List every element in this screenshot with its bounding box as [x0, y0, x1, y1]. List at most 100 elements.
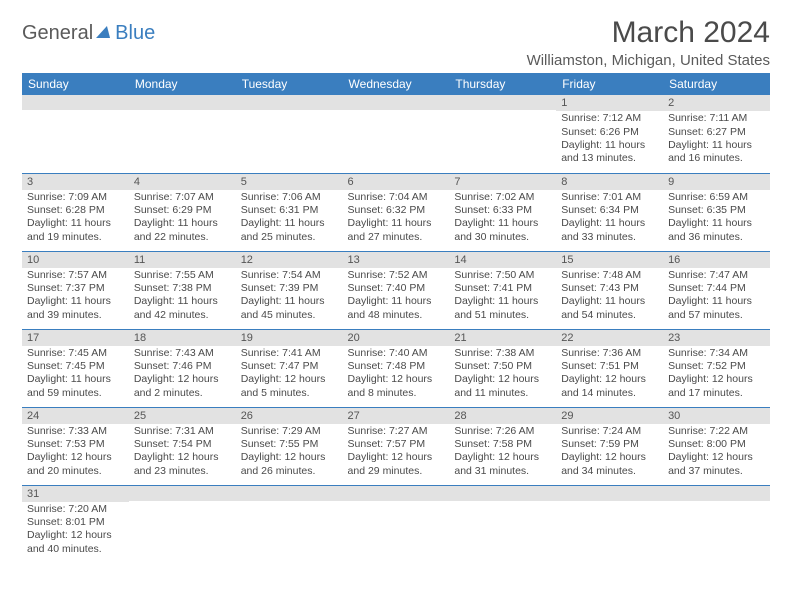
day-number	[343, 95, 450, 110]
daylight-text: Daylight: 11 hours and 51 minutes.	[454, 295, 551, 322]
day-number: 3	[22, 174, 129, 190]
sunset-text: Sunset: 7:48 PM	[348, 360, 445, 373]
calendar-cell: 3Sunrise: 7:09 AMSunset: 6:28 PMDaylight…	[22, 173, 129, 251]
day-number	[556, 486, 663, 501]
sunset-text: Sunset: 6:27 PM	[668, 126, 765, 139]
sunset-text: Sunset: 7:58 PM	[454, 438, 551, 451]
daylight-text: Daylight: 11 hours and 19 minutes.	[27, 217, 124, 244]
daylight-text: Daylight: 12 hours and 34 minutes.	[561, 451, 658, 478]
sunrise-text: Sunrise: 7:09 AM	[27, 191, 124, 204]
cell-body: Sunrise: 7:31 AMSunset: 7:54 PMDaylight:…	[129, 424, 236, 482]
calendar-cell: 23Sunrise: 7:34 AMSunset: 7:52 PMDayligh…	[663, 329, 770, 407]
calendar-cell: 18Sunrise: 7:43 AMSunset: 7:46 PMDayligh…	[129, 329, 236, 407]
weekday-header: Saturday	[663, 73, 770, 95]
calendar-cell: 29Sunrise: 7:24 AMSunset: 7:59 PMDayligh…	[556, 407, 663, 485]
daylight-text: Daylight: 12 hours and 40 minutes.	[27, 529, 124, 556]
sunset-text: Sunset: 7:59 PM	[561, 438, 658, 451]
calendar-row: 10Sunrise: 7:57 AMSunset: 7:37 PMDayligh…	[22, 251, 770, 329]
sunset-text: Sunset: 6:32 PM	[348, 204, 445, 217]
sunrise-text: Sunrise: 6:59 AM	[668, 191, 765, 204]
cell-body: Sunrise: 7:06 AMSunset: 6:31 PMDaylight:…	[236, 190, 343, 248]
cell-body: Sunrise: 7:50 AMSunset: 7:41 PMDaylight:…	[449, 268, 556, 326]
sunset-text: Sunset: 7:38 PM	[134, 282, 231, 295]
cell-body: Sunrise: 7:47 AMSunset: 7:44 PMDaylight:…	[663, 268, 770, 326]
sunset-text: Sunset: 7:44 PM	[668, 282, 765, 295]
day-number: 15	[556, 252, 663, 268]
daylight-text: Daylight: 11 hours and 42 minutes.	[134, 295, 231, 322]
calendar-cell: 8Sunrise: 7:01 AMSunset: 6:34 PMDaylight…	[556, 173, 663, 251]
calendar-cell	[449, 95, 556, 173]
day-number: 5	[236, 174, 343, 190]
cell-body: Sunrise: 7:48 AMSunset: 7:43 PMDaylight:…	[556, 268, 663, 326]
sunset-text: Sunset: 7:40 PM	[348, 282, 445, 295]
daylight-text: Daylight: 11 hours and 57 minutes.	[668, 295, 765, 322]
sunrise-text: Sunrise: 7:50 AM	[454, 269, 551, 282]
calendar-row: 24Sunrise: 7:33 AMSunset: 7:53 PMDayligh…	[22, 407, 770, 485]
sunset-text: Sunset: 6:26 PM	[561, 126, 658, 139]
day-number: 12	[236, 252, 343, 268]
daylight-text: Daylight: 12 hours and 5 minutes.	[241, 373, 338, 400]
sunrise-text: Sunrise: 7:45 AM	[27, 347, 124, 360]
sunset-text: Sunset: 7:51 PM	[561, 360, 658, 373]
cell-body: Sunrise: 7:36 AMSunset: 7:51 PMDaylight:…	[556, 346, 663, 404]
sunrise-text: Sunrise: 7:55 AM	[134, 269, 231, 282]
cell-body: Sunrise: 7:26 AMSunset: 7:58 PMDaylight:…	[449, 424, 556, 482]
calendar-cell: 27Sunrise: 7:27 AMSunset: 7:57 PMDayligh…	[343, 407, 450, 485]
sunset-text: Sunset: 7:52 PM	[668, 360, 765, 373]
calendar-cell	[663, 485, 770, 563]
day-number	[236, 95, 343, 110]
sunrise-text: Sunrise: 7:47 AM	[668, 269, 765, 282]
daylight-text: Daylight: 11 hours and 27 minutes.	[348, 217, 445, 244]
sunrise-text: Sunrise: 7:27 AM	[348, 425, 445, 438]
calendar-cell: 20Sunrise: 7:40 AMSunset: 7:48 PMDayligh…	[343, 329, 450, 407]
calendar-cell	[236, 485, 343, 563]
cell-body: Sunrise: 7:24 AMSunset: 7:59 PMDaylight:…	[556, 424, 663, 482]
cell-body	[556, 501, 663, 505]
cell-body	[22, 110, 129, 114]
calendar-cell: 6Sunrise: 7:04 AMSunset: 6:32 PMDaylight…	[343, 173, 450, 251]
calendar-cell: 17Sunrise: 7:45 AMSunset: 7:45 PMDayligh…	[22, 329, 129, 407]
daylight-text: Daylight: 11 hours and 39 minutes.	[27, 295, 124, 322]
daylight-text: Daylight: 11 hours and 59 minutes.	[27, 373, 124, 400]
sunrise-text: Sunrise: 7:26 AM	[454, 425, 551, 438]
sunrise-text: Sunrise: 7:40 AM	[348, 347, 445, 360]
calendar-cell	[129, 95, 236, 173]
day-number: 25	[129, 408, 236, 424]
header: GeneralBlue March 2024 Williamston, Mich…	[22, 16, 770, 69]
daylight-text: Daylight: 12 hours and 17 minutes.	[668, 373, 765, 400]
daylight-text: Daylight: 12 hours and 11 minutes.	[454, 373, 551, 400]
daylight-text: Daylight: 11 hours and 54 minutes.	[561, 295, 658, 322]
daylight-text: Daylight: 12 hours and 2 minutes.	[134, 373, 231, 400]
sunset-text: Sunset: 6:31 PM	[241, 204, 338, 217]
cell-body	[663, 501, 770, 505]
daylight-text: Daylight: 12 hours and 31 minutes.	[454, 451, 551, 478]
sunrise-text: Sunrise: 7:57 AM	[27, 269, 124, 282]
day-number: 23	[663, 330, 770, 346]
sunrise-text: Sunrise: 7:31 AM	[134, 425, 231, 438]
sunset-text: Sunset: 7:45 PM	[27, 360, 124, 373]
day-number: 22	[556, 330, 663, 346]
sunrise-text: Sunrise: 7:34 AM	[668, 347, 765, 360]
brand-part2: Blue	[115, 22, 155, 45]
day-number: 30	[663, 408, 770, 424]
sunset-text: Sunset: 7:50 PM	[454, 360, 551, 373]
day-number: 2	[663, 95, 770, 111]
cell-body	[236, 110, 343, 114]
sunset-text: Sunset: 7:37 PM	[27, 282, 124, 295]
cell-body	[449, 501, 556, 505]
sunrise-text: Sunrise: 7:36 AM	[561, 347, 658, 360]
cell-body: Sunrise: 7:02 AMSunset: 6:33 PMDaylight:…	[449, 190, 556, 248]
sunrise-text: Sunrise: 7:01 AM	[561, 191, 658, 204]
cell-body	[343, 110, 450, 114]
day-number: 9	[663, 174, 770, 190]
sunrise-text: Sunrise: 7:07 AM	[134, 191, 231, 204]
cell-body: Sunrise: 7:27 AMSunset: 7:57 PMDaylight:…	[343, 424, 450, 482]
day-number: 13	[343, 252, 450, 268]
weekday-header-row: Sunday Monday Tuesday Wednesday Thursday…	[22, 73, 770, 95]
sunset-text: Sunset: 7:54 PM	[134, 438, 231, 451]
calendar-cell: 16Sunrise: 7:47 AMSunset: 7:44 PMDayligh…	[663, 251, 770, 329]
calendar-cell: 31Sunrise: 7:20 AMSunset: 8:01 PMDayligh…	[22, 485, 129, 563]
cell-body	[129, 110, 236, 114]
calendar-cell: 11Sunrise: 7:55 AMSunset: 7:38 PMDayligh…	[129, 251, 236, 329]
calendar-cell: 10Sunrise: 7:57 AMSunset: 7:37 PMDayligh…	[22, 251, 129, 329]
